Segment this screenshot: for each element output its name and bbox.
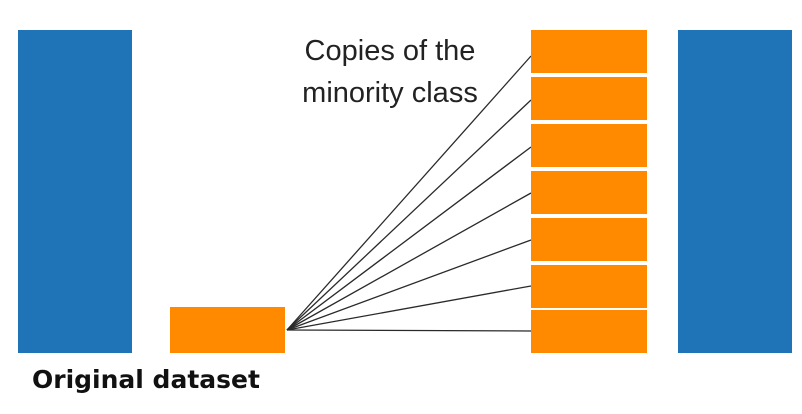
copies-annotation-line-1: Copies of the: [304, 35, 476, 67]
minority-copy-7: [531, 310, 647, 353]
connector-line-5: [286, 239, 532, 331]
connector-line-1: [286, 55, 532, 331]
connector-line-7: [286, 329, 532, 332]
original-minority-class-bar: [170, 307, 285, 353]
connector-line-2: [286, 99, 532, 331]
original-majority-class-bar: [18, 30, 132, 353]
minority-copy-2: [531, 77, 647, 120]
resampled-majority-class-bar: [678, 30, 792, 353]
minority-copy-3: [531, 124, 647, 167]
copies-annotation-line-2: minority class: [302, 77, 478, 109]
minority-copy-1: [531, 30, 647, 73]
connector-line-6: [286, 285, 532, 331]
minority-copy-4: [531, 171, 647, 214]
original-dataset-caption: Original dataset: [32, 365, 260, 394]
minority-copy-6: [531, 265, 647, 308]
minority-copy-5: [531, 218, 647, 261]
connector-line-3: [286, 146, 532, 331]
copies-annotation: Copies of the minority class: [275, 30, 505, 114]
connector-line-4: [286, 192, 532, 331]
